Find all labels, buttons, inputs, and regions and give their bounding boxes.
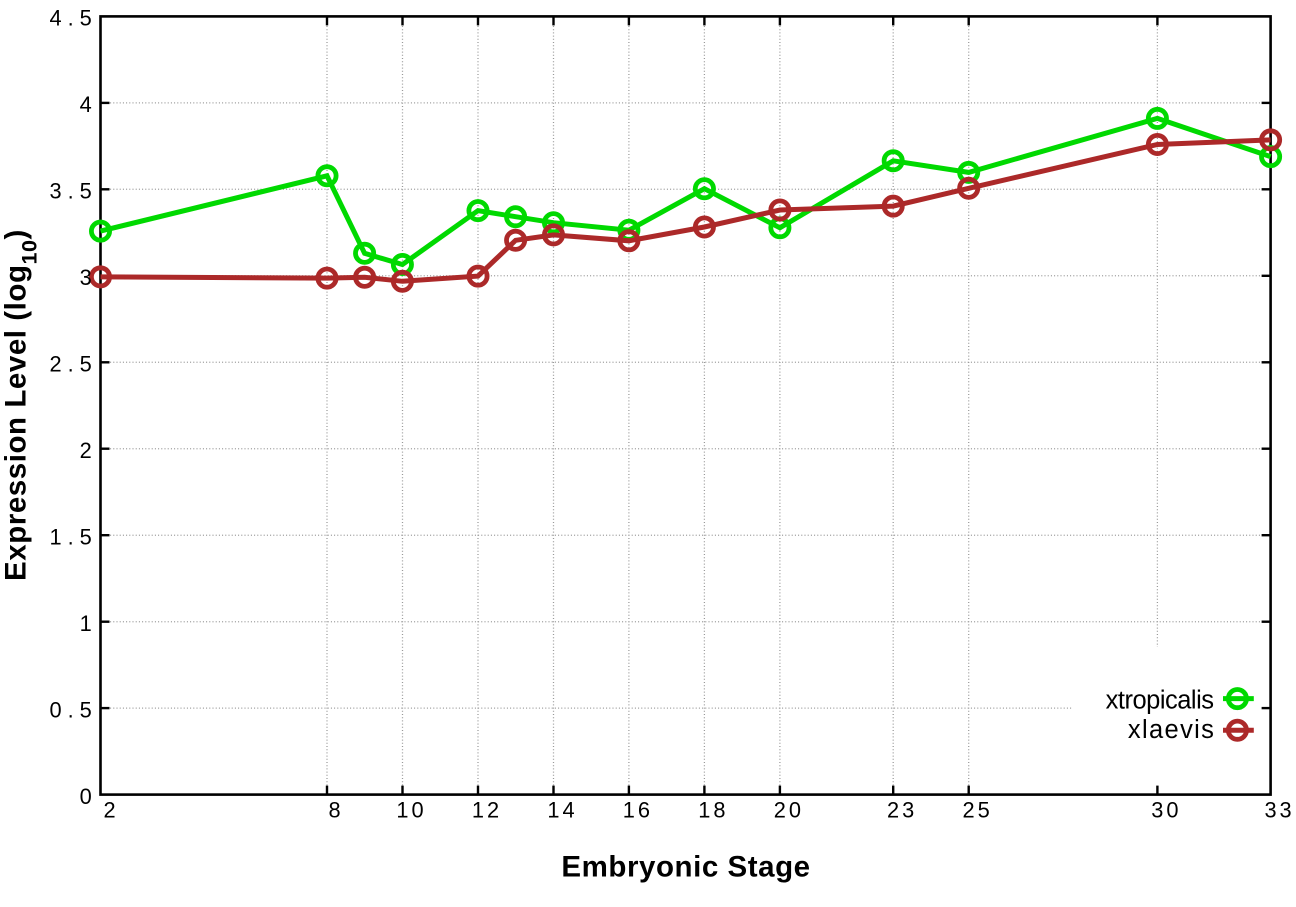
svg-text:3: 3 [80,265,92,290]
svg-text:2.5: 2.5 [49,352,91,377]
svg-text:xlaevis: xlaevis [1128,716,1215,744]
svg-text:Embryonic Stage: Embryonic Stage [561,850,810,883]
svg-text:4: 4 [80,92,92,117]
svg-text:8: 8 [328,798,340,823]
svg-text:2: 2 [80,438,92,463]
svg-text:xtropicalis: xtropicalis [1106,686,1214,714]
svg-text:3.5: 3.5 [49,179,91,204]
svg-text:4.5: 4.5 [49,6,91,31]
svg-text:0.5: 0.5 [49,697,91,722]
svg-text:0: 0 [80,784,92,809]
svg-text:1: 1 [80,611,92,636]
svg-text:1.5: 1.5 [49,524,91,549]
svg-text:2: 2 [103,798,115,823]
